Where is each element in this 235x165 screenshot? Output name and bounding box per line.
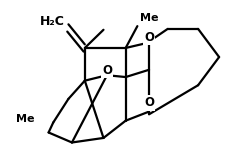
Text: H₂C: H₂C <box>40 15 65 28</box>
Text: O: O <box>144 31 154 44</box>
Text: Me: Me <box>140 13 158 23</box>
Text: O: O <box>144 97 154 109</box>
Text: Me: Me <box>16 114 34 124</box>
Text: O: O <box>102 64 112 77</box>
